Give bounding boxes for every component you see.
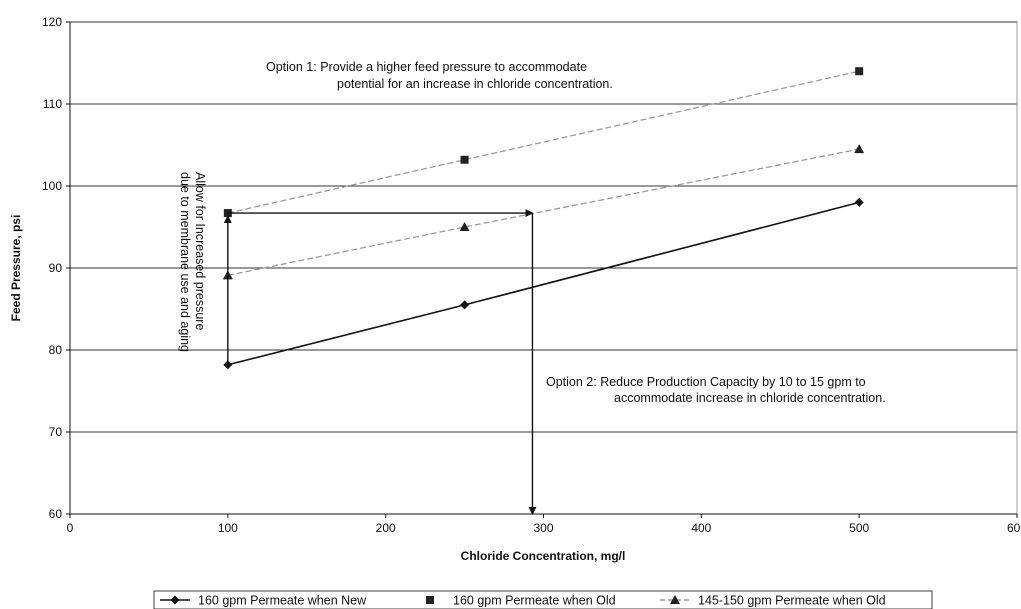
legend-marker bbox=[670, 595, 680, 604]
x-tick-label: 400 bbox=[691, 521, 711, 535]
legend-item-1: 160 gpm Permeate when New bbox=[160, 594, 367, 608]
legend-box bbox=[153, 590, 933, 609]
plot-area: 60 70 80 90 100 110 120 0 100 200 300 400 500 600 bbox=[42, 15, 1021, 535]
y-tick-label: 80 bbox=[49, 343, 63, 357]
tick-labels: 60 70 80 90 100 110 120 0 100 200 300 400 500 600 bbox=[42, 15, 1021, 535]
data-point bbox=[460, 155, 469, 164]
x-tick-label: 100 bbox=[218, 521, 238, 535]
data-point bbox=[460, 300, 470, 310]
option2-annotation-line1: Option 2: Reduce Production Capacity by … bbox=[546, 375, 866, 389]
data-point bbox=[854, 144, 865, 154]
option1-annotation-line1: Option 1: Provide a higher feed pressure… bbox=[266, 60, 587, 74]
data-point bbox=[459, 222, 470, 231]
y-tick-label: 110 bbox=[43, 97, 62, 111]
x-tick-label: 500 bbox=[849, 521, 869, 535]
y-tick-label: 90 bbox=[49, 261, 63, 275]
series-line bbox=[227, 70, 860, 214]
legend-marker bbox=[170, 595, 180, 605]
x-tick-label: 600 bbox=[1007, 521, 1021, 535]
legend-label: 160 gpm Permeate when Old bbox=[453, 594, 616, 608]
y-tick-label: 100 bbox=[42, 179, 62, 193]
legend-label: 145-150 gpm Permeate when Old bbox=[698, 594, 886, 608]
aging-annotation-line1: Allow for Increased pressure bbox=[193, 172, 207, 330]
series-3 bbox=[222, 144, 865, 280]
x-tick-label: 200 bbox=[376, 521, 396, 535]
x-tick-label: 300 bbox=[533, 521, 553, 535]
y-axis-title: Feed Pressure, psi bbox=[9, 215, 23, 322]
legend: 160 gpm Permeate when New 160 gpm Permeat… bbox=[153, 590, 933, 609]
legend-marker bbox=[426, 596, 434, 604]
legend-item-2: 160 gpm Permeate when Old bbox=[426, 594, 616, 608]
arrows bbox=[223, 209, 537, 515]
x-tick-label: 0 bbox=[67, 521, 74, 535]
legend-item-3: 145-150 gpm Permeate when Old bbox=[660, 594, 886, 608]
y-tick-label: 120 bbox=[42, 15, 62, 29]
series-1 bbox=[223, 197, 864, 370]
series-line bbox=[227, 201, 860, 366]
aging-annotation-line2: due to membrane use and aging bbox=[178, 172, 192, 352]
data-point bbox=[854, 197, 864, 207]
option1-annotation-line2: potential for an increase in chloride co… bbox=[337, 77, 613, 91]
series-line bbox=[227, 148, 860, 277]
y-tick-label: 60 bbox=[49, 507, 63, 521]
series bbox=[222, 67, 865, 370]
option2-annotation-line2: accommodate increase in chloride concent… bbox=[614, 391, 886, 405]
x-axis-title: Chloride Concentration, mg/l bbox=[461, 549, 626, 563]
data-point bbox=[855, 67, 864, 76]
legend-label: 160 gpm Permeate when New bbox=[198, 594, 367, 608]
y-tick-label: 70 bbox=[49, 425, 63, 439]
